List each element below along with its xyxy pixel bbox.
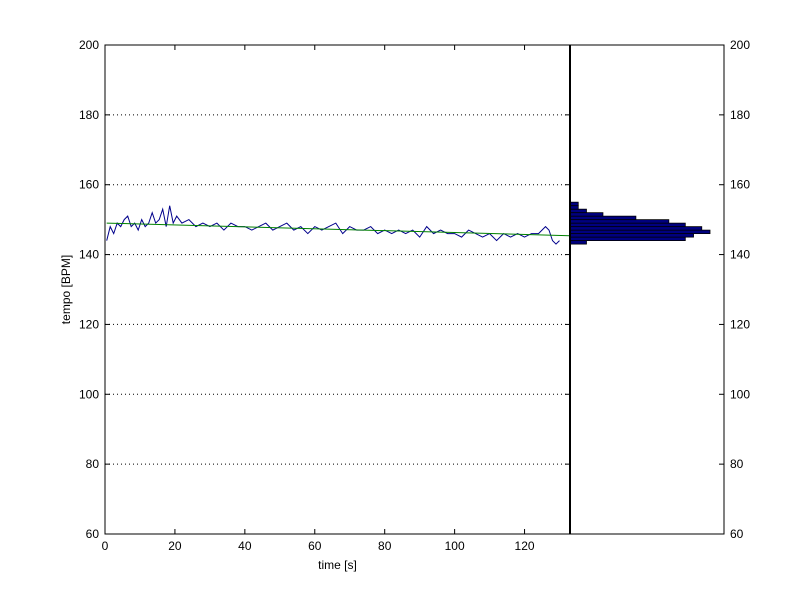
x-tick-label: 80 (378, 539, 392, 553)
histogram-bar (569, 226, 703, 231)
histogram-bar (569, 219, 670, 224)
x-tick-label: 60 (308, 539, 322, 553)
histogram-bar (569, 240, 587, 245)
right-y-tick-label: 140 (730, 248, 750, 262)
y-tick-label: 120 (79, 317, 99, 331)
histogram-bar (569, 233, 694, 238)
right-y-tick-label: 120 (730, 317, 750, 331)
y-tick-label: 160 (79, 178, 99, 192)
right-y-tick-label: 80 (730, 457, 744, 471)
x-tick-label: 120 (515, 539, 535, 553)
x-tick-label: 0 (102, 539, 109, 553)
right-y-tick-label: 200 (730, 38, 750, 52)
tempo-series (106, 205, 571, 245)
y-tick-label: 200 (79, 38, 99, 52)
histogram-bar (569, 222, 686, 228)
right-y-tick-label: 100 (730, 387, 750, 401)
histogram-bar (569, 229, 711, 235)
y-tick-label: 60 (86, 527, 100, 541)
y-axis-label: tempo [BPM] (59, 255, 73, 324)
trend-line (106, 222, 571, 237)
histogram-bar (569, 212, 604, 217)
y-tick-label: 140 (79, 248, 99, 262)
x-tick-label: 20 (168, 539, 182, 553)
histogram-bar (569, 236, 686, 242)
x-tick-label: 100 (445, 539, 465, 553)
x-axis-label: time [s] (318, 558, 357, 572)
right-y-tick-label: 160 (730, 178, 750, 192)
x-tick-label: 40 (238, 539, 252, 553)
right-ticks: 60 80 100 120 140 160 180 200 (719, 38, 750, 541)
y-tick-label: 100 (79, 387, 99, 401)
histogram-bar (569, 208, 587, 214)
histogram-bar (569, 205, 579, 210)
left-grid (105, 114, 570, 465)
right-y-tick-label: 60 (730, 527, 744, 541)
histogram-bar (569, 201, 579, 207)
left-ticks: 60 80 100 120 140 160 180 200 0 20 40 60 80 100 120 (79, 38, 570, 553)
y-tick-label: 80 (86, 457, 100, 471)
y-tick-label: 180 (79, 108, 99, 122)
histogram-bar (569, 215, 637, 221)
right-y-tick-label: 180 (730, 108, 750, 122)
